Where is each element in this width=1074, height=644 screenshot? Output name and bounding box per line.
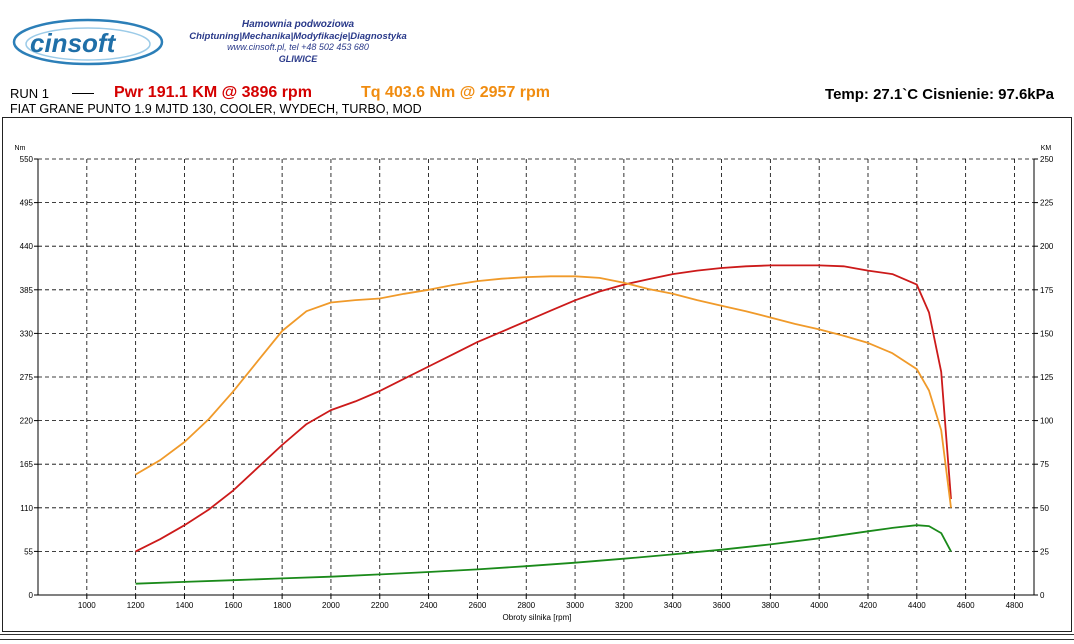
- x-tick-label: 2200: [371, 601, 389, 610]
- power-peak-label: Pwr 191.1 KM @ 3896 rpm: [114, 84, 312, 101]
- y-right-tick-label: 175: [1040, 286, 1054, 295]
- y-left-tick-label: 275: [20, 373, 34, 382]
- tagline-2: Chiptuning|Mechanika|Modyfikacje|Diagnos…: [189, 31, 407, 42]
- power-curve: [135, 264, 952, 553]
- torque-curve: [135, 275, 952, 508]
- tagline-3: www.cinsoft.pl, tel +48 502 453 680: [227, 42, 369, 52]
- logo-swoosh-inner: [25, 27, 151, 61]
- y-left-tick-label: 440: [20, 242, 34, 251]
- cinsoft-logo: cinsoft Hamownia podwoziowa Chiptuning|M…: [12, 18, 407, 66]
- y-left-tick-label: 385: [20, 286, 34, 295]
- y-left-tick-label: 330: [20, 329, 34, 338]
- tagline-4: GLIWICE: [279, 54, 318, 64]
- y-left-tick-label: 110: [20, 504, 33, 513]
- y-right-tick-label: 100: [1040, 417, 1054, 426]
- tagline-1: Hamownia podwoziowa: [242, 19, 355, 30]
- x-tick-label: 1200: [127, 601, 145, 610]
- y-right-tick-label: 150: [1040, 329, 1054, 338]
- y-right-tick-label: 75: [1040, 460, 1049, 469]
- x-tick-label: 1400: [176, 601, 194, 610]
- y-left-tick-label: 165: [20, 460, 34, 469]
- x-tick-label: 2800: [517, 601, 535, 610]
- y-right-tick-label: 125: [1040, 373, 1054, 382]
- loss-curve: [135, 524, 952, 585]
- conditions-label: Temp: 27.1`C Cisnienie: 97.6kPa: [825, 86, 1054, 103]
- x-tick-label: 1000: [78, 601, 96, 610]
- chart-frame: [2, 117, 1072, 632]
- logo-area: cinsoft Hamownia podwoziowa Chiptuning|M…: [8, 14, 438, 70]
- y-left-tick-label: 495: [20, 199, 34, 208]
- x-tick-label: 4800: [1006, 601, 1024, 610]
- y-left-tick-label: 220: [20, 417, 34, 426]
- run-legend-line: [72, 93, 94, 94]
- y-right-tick-label: 25: [1040, 547, 1049, 556]
- logo-swoosh: [12, 18, 164, 66]
- y-left-tick-label: 0: [29, 591, 34, 600]
- axis-layer: 1000 1200 1400 1600 1800 2000 2200 2400 2600 2800…: [20, 155, 1054, 610]
- y-right-unit: KM: [1041, 145, 1052, 152]
- x-tick-label: 1800: [273, 601, 291, 610]
- y-right-tick-label: 225: [1040, 199, 1054, 208]
- run-label: RUN 1: [10, 86, 50, 101]
- y-left-tick-label: 55: [24, 547, 33, 556]
- x-tick-label: 3600: [713, 601, 731, 610]
- y-left-tick-label: 550: [20, 155, 34, 164]
- grid-layer: [38, 158, 1034, 595]
- vehicle-description: FIAT GRANE PUNTO 1.9 MJTD 130, COOLER, W…: [10, 102, 422, 116]
- x-tick-label: 3200: [615, 601, 633, 610]
- bottom-border: [0, 634, 1074, 640]
- x-tick-label: 3400: [664, 601, 682, 610]
- y-right-tick-label: 250: [1040, 155, 1054, 164]
- x-tick-label: 1600: [224, 601, 242, 610]
- y-right-tick-label: 50: [1040, 504, 1049, 513]
- x-tick-label: 2000: [322, 601, 340, 610]
- y-left-unit: Nm: [15, 145, 26, 152]
- x-tick-label: 4400: [908, 601, 926, 610]
- y-right-tick-label: 200: [1040, 242, 1054, 251]
- x-tick-label: 3000: [566, 601, 584, 610]
- series-layer: [135, 264, 952, 585]
- x-tick-label: 3800: [761, 601, 779, 610]
- x-axis-label: Obroty silnika [rpm]: [503, 613, 572, 622]
- x-tick-label: 2600: [469, 601, 487, 610]
- x-tick-label: 4600: [957, 601, 975, 610]
- y-right-tick-label: 0: [1040, 591, 1045, 600]
- torque-peak-label: Tq 403.6 Nm @ 2957 rpm: [361, 84, 551, 101]
- logo-text: cinsoft: [30, 28, 117, 58]
- x-tick-label: 4200: [859, 601, 877, 610]
- x-tick-label: 4000: [810, 601, 828, 610]
- x-tick-label: 2400: [420, 601, 438, 610]
